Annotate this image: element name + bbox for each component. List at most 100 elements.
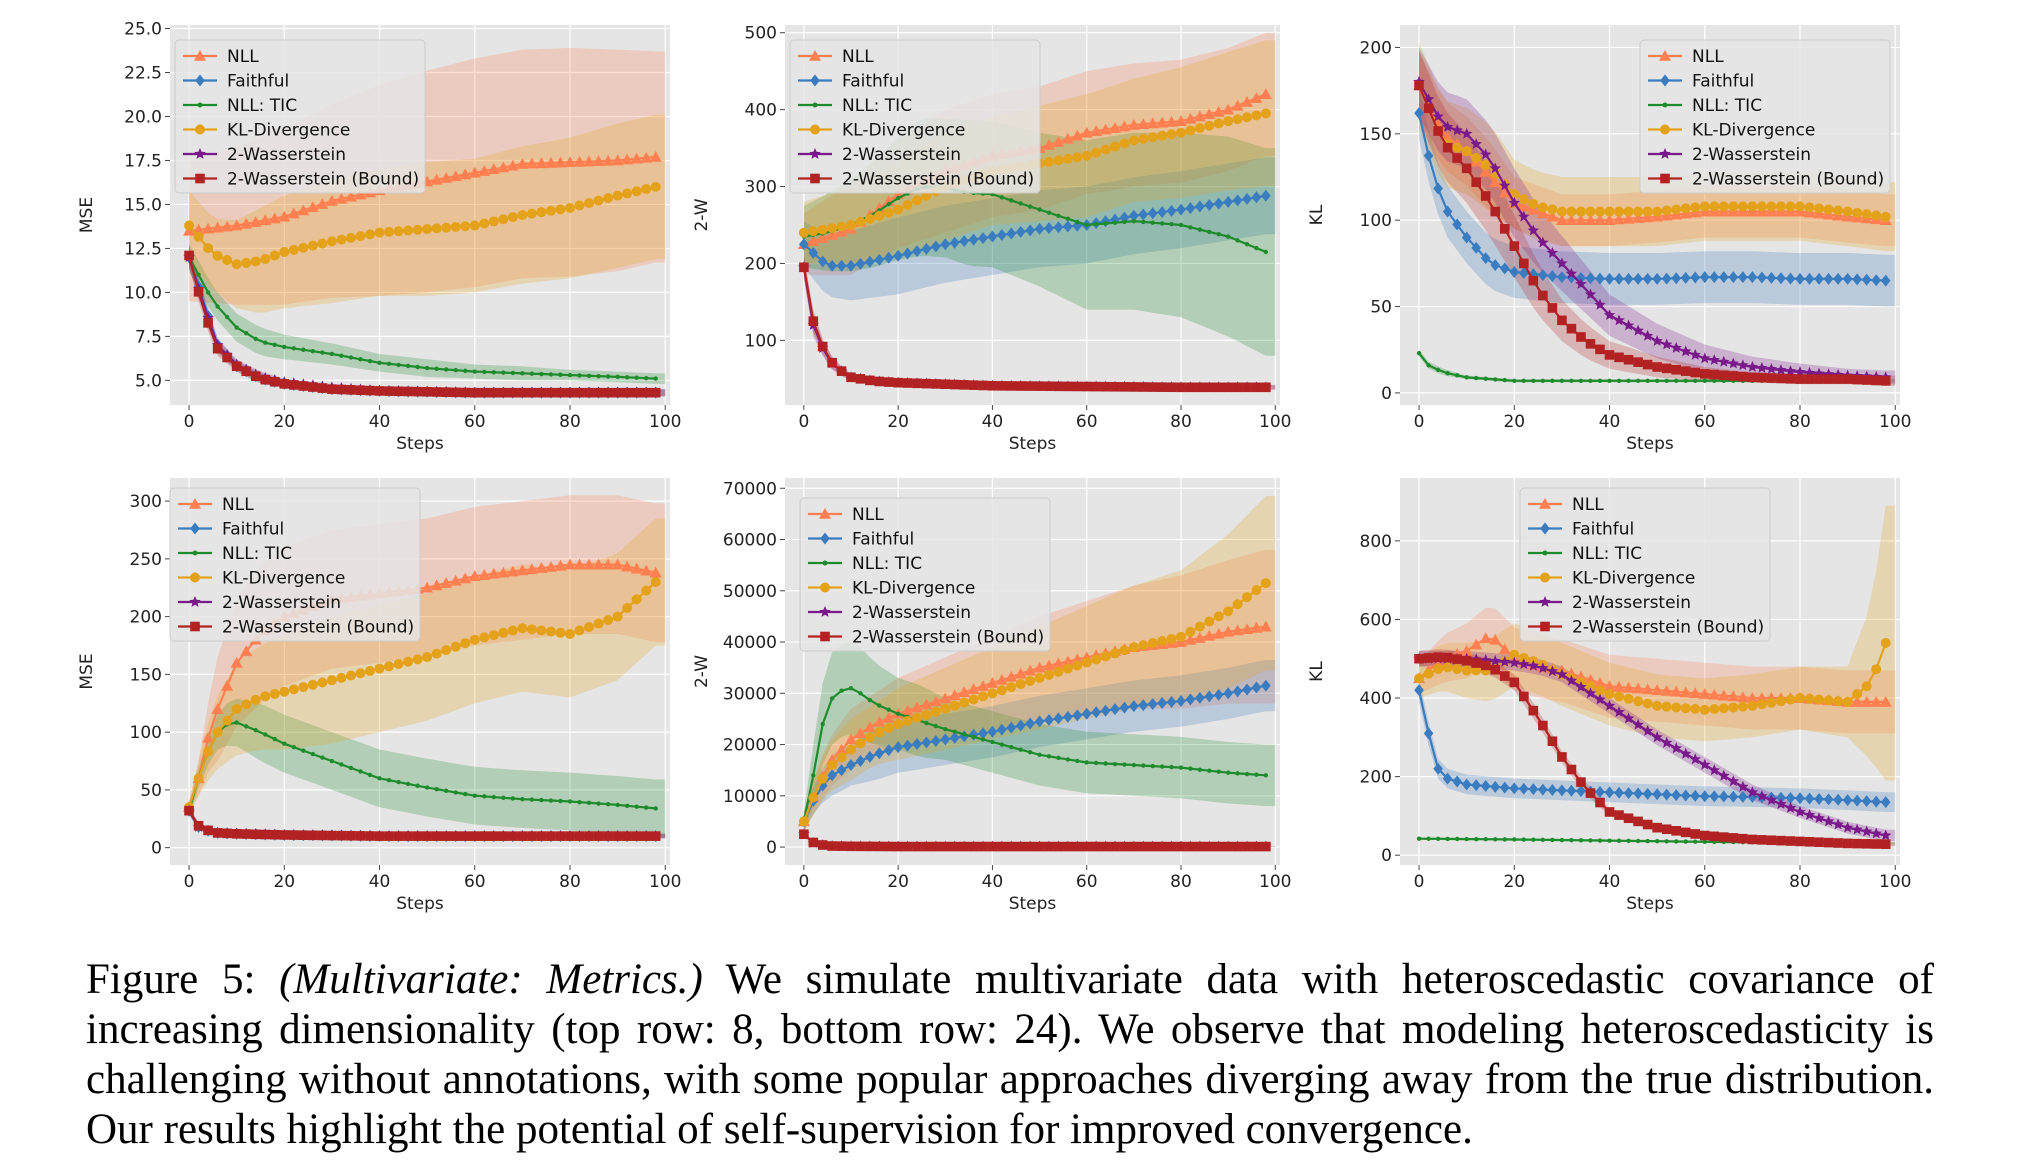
data-point-w2b [855, 841, 866, 852]
data-point-w2b [959, 380, 969, 390]
data-point-kl [808, 792, 819, 803]
data-point-w2b [1795, 836, 1805, 847]
data-point-nll [221, 679, 234, 691]
data-point-kl [1110, 648, 1120, 659]
data-point-tic [1435, 367, 1441, 373]
data-point-w2b [441, 387, 451, 397]
legend-marker-w2 [819, 606, 831, 617]
data-point-tic [1464, 375, 1469, 380]
data-point-tic [577, 373, 582, 378]
x-tick-label: 0 [798, 872, 809, 892]
data-point-w2 [1518, 658, 1530, 670]
data-point-tic [596, 801, 601, 806]
data-point-nll [440, 172, 453, 183]
confidence-band-kl [189, 518, 666, 813]
data-point-kl [365, 665, 375, 676]
data-point-kl [565, 202, 575, 213]
data-point-tic [1578, 378, 1584, 384]
data-point-w2b [1699, 369, 1710, 379]
data-point-tic [520, 371, 525, 376]
data-point-nll [1043, 659, 1055, 671]
data-point-tic [1216, 769, 1221, 774]
data-point-w2 [1699, 758, 1711, 770]
data-point-kl [1100, 144, 1111, 155]
data-point-tic [396, 779, 401, 785]
data-point-kl [968, 694, 979, 705]
data-point-kl [1604, 206, 1615, 217]
data-point-tic [1065, 216, 1071, 222]
data-point-kl [1842, 206, 1853, 217]
data-point-w2b [584, 831, 594, 841]
y-tick-label: 15.0 [124, 195, 162, 215]
y-tick-label: 17.5 [124, 151, 162, 171]
data-point-nll [948, 689, 961, 701]
data-point-w2b [846, 372, 856, 383]
data-point-faithful [1861, 795, 1872, 808]
data-point-tic [386, 361, 392, 367]
x-tick-label: 60 [1694, 412, 1716, 432]
data-point-w2b [968, 841, 979, 852]
data-point-kl [1842, 696, 1853, 707]
legend-label: KL-Divergence [1692, 121, 1815, 141]
data-point-faithful [1757, 271, 1767, 284]
data-point-w2b [1604, 807, 1615, 817]
data-point-nll [1594, 214, 1606, 225]
data-point-w2b [1538, 290, 1548, 301]
y-tick-label: 200 [130, 608, 162, 628]
data-point-tic [243, 331, 249, 336]
data-point-kl [1537, 202, 1548, 213]
data-point-w2b [1044, 841, 1054, 852]
data-point-w2b [1081, 381, 1092, 392]
data-point-tic [1046, 754, 1052, 759]
data-point-w2b [593, 831, 604, 841]
data-point-nll [525, 157, 538, 169]
data-point-faithful [1176, 203, 1186, 216]
data-point-nll [316, 198, 329, 209]
data-point-w2 [1489, 162, 1501, 174]
data-point-faithful [1166, 695, 1177, 708]
data-point-w2b [1766, 835, 1777, 846]
legend-label: NLL [852, 505, 884, 525]
data-point-faithful [1661, 788, 1672, 801]
data-point-faithful [1519, 782, 1529, 795]
data-point-tic [1254, 245, 1259, 251]
y-axis-label: 2-W [692, 198, 712, 231]
data-point-kl [959, 697, 970, 708]
data-point-nll [1698, 688, 1711, 699]
data-point-w2b [1110, 841, 1120, 852]
data-point-faithful [1880, 796, 1891, 809]
data-point-kl [498, 627, 509, 638]
data-point-kl [403, 225, 414, 236]
data-point-w2b [1091, 841, 1101, 852]
data-point-w2 [1499, 179, 1511, 191]
data-point-faithful [1719, 790, 1729, 803]
data-point-kl [1213, 118, 1224, 129]
y-tick-label: 200 [1360, 768, 1392, 788]
data-point-nll [240, 645, 253, 657]
data-point-tic [1559, 378, 1565, 384]
data-point-tic [653, 806, 658, 811]
x-tick-label: 80 [559, 872, 581, 892]
y-tick-label: 200 [1360, 38, 1392, 58]
data-point-kl [1852, 689, 1863, 700]
data-point-kl [269, 250, 280, 261]
data-point-faithful [959, 235, 969, 248]
y-tick-label: 12.5 [124, 239, 162, 259]
data-point-kl [460, 221, 471, 232]
data-point-kl [1604, 689, 1615, 700]
data-point-w2b [1595, 344, 1605, 355]
legend-label: Faithful [222, 520, 284, 540]
data-point-w2b [193, 287, 204, 297]
y-tick-label: 50 [140, 781, 162, 801]
data-point-w2 [1651, 335, 1663, 346]
data-point-tic [224, 314, 230, 320]
data-point-kl [1044, 669, 1054, 680]
data-point-kl [1709, 201, 1720, 212]
chart-panel-3: 0 20 40 60 80 100 0 50 100 150 200 Steps KL NLL Faithf… [1307, 25, 1911, 454]
data-point-nll [1736, 691, 1749, 703]
data-point-faithful [1509, 782, 1520, 795]
data-point-kl [326, 236, 337, 247]
data-point-tic [548, 372, 554, 377]
data-point-faithful [1442, 772, 1453, 785]
data-point-faithful [1433, 182, 1443, 195]
